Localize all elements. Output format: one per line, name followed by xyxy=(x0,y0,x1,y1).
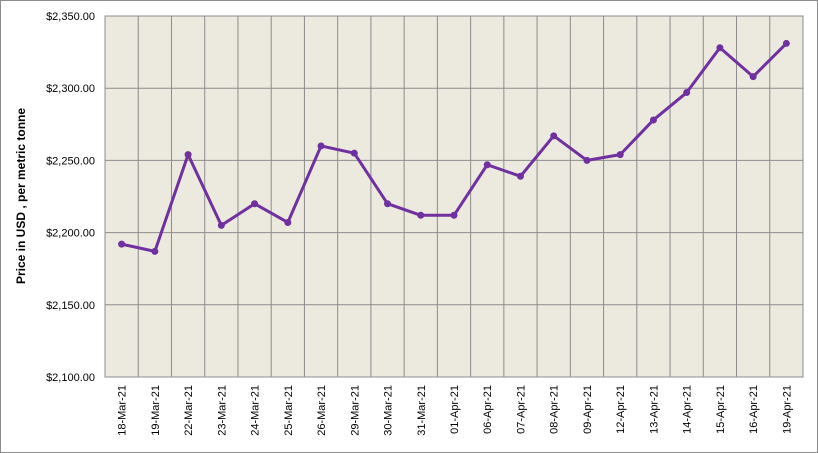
point xyxy=(716,44,724,52)
x-tick-label: 26-Mar-21 xyxy=(316,385,328,436)
point xyxy=(417,211,425,219)
point xyxy=(317,142,325,150)
point xyxy=(550,132,558,140)
x-tick-label: 01-Apr-21 xyxy=(449,385,461,434)
point xyxy=(516,172,524,180)
point xyxy=(450,211,458,219)
point xyxy=(151,247,159,255)
point xyxy=(217,221,225,229)
point xyxy=(583,156,591,164)
plot-frame xyxy=(104,15,804,378)
x-tick-label: 08-Apr-21 xyxy=(549,385,561,434)
x-tick-label: 16-Apr-21 xyxy=(748,385,760,434)
x-tick-label: 22-Mar-21 xyxy=(183,385,195,436)
point xyxy=(384,200,392,208)
point xyxy=(616,151,624,159)
plot-area xyxy=(105,16,803,377)
x-tick-label: 12-Apr-21 xyxy=(615,385,627,434)
x-tick-label: 24-Mar-21 xyxy=(250,385,262,436)
y-tick-label: $2,250.00 xyxy=(46,155,95,167)
y-tick-label: $2,100.00 xyxy=(46,372,95,384)
x-tick-label: 19-Mar-21 xyxy=(150,385,162,436)
x-tick-label: 09-Apr-21 xyxy=(582,385,594,434)
x-tick-label: 31-Mar-21 xyxy=(416,385,428,436)
point xyxy=(251,200,259,208)
point xyxy=(749,73,757,81)
y-tick-label: $2,350.00 xyxy=(46,11,95,23)
point xyxy=(284,218,292,226)
y-tick-label: $2,200.00 xyxy=(46,228,95,240)
x-tick-label: 14-Apr-21 xyxy=(682,385,694,434)
x-tick-label: 07-Apr-21 xyxy=(515,385,527,434)
point xyxy=(483,161,491,169)
x-tick-label: 30-Mar-21 xyxy=(383,385,395,436)
x-tick-label: 23-Mar-21 xyxy=(216,385,228,436)
point xyxy=(350,149,358,157)
point xyxy=(184,151,192,159)
x-tick-label: 06-Apr-21 xyxy=(482,385,494,434)
point xyxy=(782,39,790,47)
y-tick-label: $2,300.00 xyxy=(46,83,95,95)
point xyxy=(118,240,126,248)
x-tick-label: 18-Mar-21 xyxy=(117,385,129,436)
x-tick-label: 19-Apr-21 xyxy=(781,385,793,434)
point xyxy=(649,116,657,124)
x-tick-label: 13-Apr-21 xyxy=(648,385,660,434)
point xyxy=(683,89,691,97)
x-tick-label: 29-Mar-21 xyxy=(349,385,361,436)
y-axis-label: Price in USD , per metric tonne xyxy=(14,108,28,284)
y-tick-label: $2,150.00 xyxy=(46,300,95,312)
x-tick-label: 15-Apr-21 xyxy=(715,385,727,434)
x-tick-label: 25-Mar-21 xyxy=(283,385,295,436)
